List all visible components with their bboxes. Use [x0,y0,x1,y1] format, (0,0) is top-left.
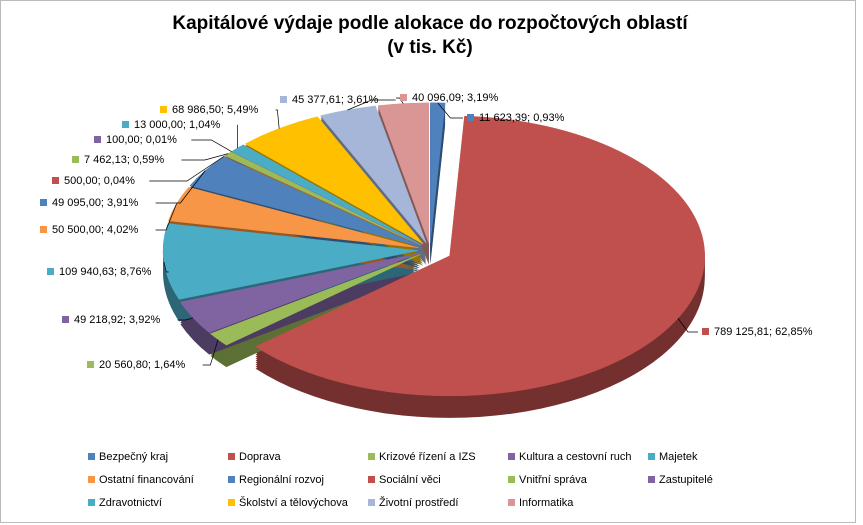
leader-line [191,139,232,152]
legend-label: Kultura a cestovní ruch [519,451,632,463]
legend-key [368,476,375,483]
legend-key [368,453,375,460]
legend-key [648,476,655,483]
legend-label: Vnitřní správa [519,474,588,486]
pie-slice [244,116,424,245]
leader-line [181,153,229,161]
label-key [40,199,47,206]
legend-key [228,453,235,460]
data-label: 789 125,81; 62,85% [714,326,813,338]
legend-key [368,499,375,506]
pie-slice [168,186,419,248]
legend-key [508,453,515,460]
data-label: 49 218,92; 3,92% [74,314,160,326]
leader-line [347,99,396,111]
label-key [122,121,129,128]
data-label: 500,00; 0,04% [64,175,135,187]
legend-label: Informatika [519,497,574,509]
leader-line [155,170,206,204]
legend-key [228,499,235,506]
legend-label: Sociální věci [379,474,441,486]
leader-line [177,317,194,321]
legend-label: Ostatní financování [99,474,194,486]
label-key [702,328,709,335]
leader-line [677,318,698,333]
label-key [87,361,94,368]
data-label: 49 095,00; 3,91% [52,197,138,209]
legend-key [508,476,515,483]
pie-slice [179,253,420,333]
label-key [280,96,287,103]
data-label: 45 377,61; 3,61% [292,94,378,106]
legend-label: Zastupitelé [659,474,713,486]
legend-label: Bezpečný kraj [99,451,168,463]
data-label: 13 000,00; 1,04% [134,119,220,131]
data-label: 40 096,09; 3,19% [412,92,498,104]
legend-label: Školství a tělovýchova [239,496,349,509]
label-key [467,114,474,121]
leader-line [437,102,463,119]
leader-line [149,155,225,182]
label-key [94,136,101,143]
chart-title: Kapitálové výdaje podle alokace do rozpo… [172,13,688,34]
leader-line [275,109,280,129]
leader-line [155,203,177,231]
legend-key [88,453,95,460]
pie-slice [209,254,421,346]
label-key [72,156,79,163]
legend-label: Majetek [659,451,698,463]
legend-label: Životní prostředí [379,496,458,509]
legend-key [228,476,235,483]
label-key [62,316,69,323]
chart-subtitle: (v tis. Kč) [387,37,473,58]
label-key [47,268,54,275]
legend-key [648,453,655,460]
legend-key [508,499,515,506]
data-label: 50 500,00; 4,02% [52,224,138,236]
label-key [160,106,167,113]
legend-label: Krizové řízení a IZS [379,451,476,463]
data-label: 109 940,63; 8,76% [59,266,152,278]
data-label: 20 560,80; 1,64% [99,359,185,371]
legend-label: Doprava [239,451,281,463]
legend-label: Regionální rozvoj [239,474,324,486]
legend-key [88,499,95,506]
data-label: 68 986,50; 5,49% [172,104,258,116]
legend-label: Zdravotnictví [99,497,162,509]
data-label: 7 462,13; 0,59% [84,154,164,166]
label-key [40,226,47,233]
data-label: 100,00; 0,01% [106,134,177,146]
legend-key [88,476,95,483]
label-key [52,177,59,184]
leader-line [202,339,219,366]
leader-line [163,261,169,273]
data-label: 11 623,39; 0,93% [479,112,565,124]
label-key [400,94,407,101]
leader-line [396,97,404,104]
